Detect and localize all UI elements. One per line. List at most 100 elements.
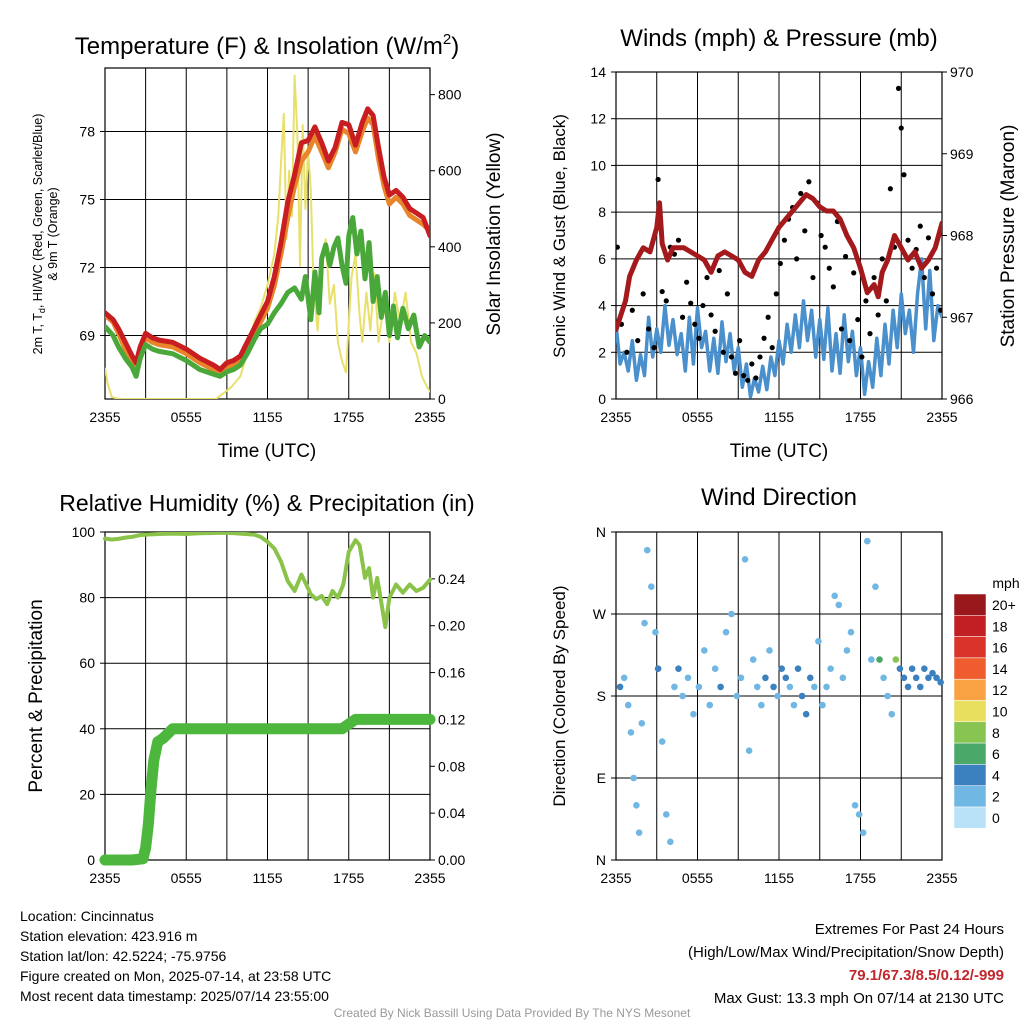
y-tick-label: 72 [79, 260, 95, 276]
x-tick-label: 2355 [89, 870, 120, 886]
y2-tick-label: 967 [950, 309, 974, 325]
y-tick-label: E [597, 770, 606, 786]
x-tick-label: 2355 [414, 870, 445, 886]
gust-point [651, 345, 657, 351]
colorbar-swatch [953, 636, 987, 659]
direction-point [925, 674, 932, 682]
direction-point [929, 669, 936, 677]
direction-point [778, 665, 786, 672]
y2-tick-label: 0.12 [438, 711, 465, 727]
direction-point [839, 674, 847, 682]
direction-point [827, 665, 834, 672]
direction-point [675, 665, 682, 672]
direction-point [819, 701, 826, 709]
x-tick-label: 2355 [89, 409, 120, 425]
y2-tick-label: 0.24 [438, 571, 465, 587]
colorbar-swatch [953, 742, 987, 765]
series-group [99, 532, 436, 866]
colorbar-label: 10 [992, 704, 1008, 720]
y-tick-label: 12 [590, 111, 606, 127]
gust-point [655, 176, 661, 183]
direction-point [835, 601, 843, 609]
colorbar-label: 12 [992, 682, 1008, 698]
title-part: Temperature (F) & Insolation (W/m [75, 33, 443, 60]
direction-point [635, 829, 643, 836]
colorbar-swatch [953, 806, 987, 829]
y2-tick-label: 970 [950, 64, 974, 80]
gust-point [629, 307, 635, 313]
gust-point [749, 361, 755, 367]
direction-point [745, 747, 753, 754]
direction-point [786, 683, 794, 691]
colorbar-label: 2 [992, 789, 1000, 805]
credit-text: Created By Nick Bassill Using Data Provi… [333, 1006, 691, 1020]
direction-point [700, 647, 708, 654]
direction-point [758, 701, 765, 709]
y-tick-label: 60 [79, 655, 95, 671]
chart-title: Temperature (F) & Insolation (W/m2) [75, 31, 459, 60]
precip-line [99, 713, 436, 866]
gust-point [901, 172, 907, 178]
gust-point [810, 274, 816, 281]
direction-point [859, 829, 867, 836]
extremes-values: 79.1/67.3/8.5/0.12/-999 [848, 967, 1004, 984]
gust-point [883, 298, 889, 304]
direction-point [863, 537, 871, 545]
gust-point [737, 338, 743, 344]
y-tick-label: 4 [598, 298, 606, 314]
y-tick-label: 75 [79, 191, 95, 207]
series-group [105, 74, 430, 399]
gust-point [909, 265, 915, 271]
gust-point [818, 232, 824, 239]
direction-point [831, 592, 838, 600]
title-part: ) [451, 33, 459, 60]
y-tick-label: N [596, 852, 606, 868]
direction-point [774, 692, 781, 700]
direction-point [690, 710, 697, 718]
gust-point [806, 179, 812, 185]
x-tick-label: 2355 [926, 409, 957, 425]
colorbar-label: 0 [992, 810, 1000, 826]
direction-point [815, 638, 822, 645]
gust-point [847, 338, 853, 344]
gust-point [798, 190, 804, 197]
y-tick-label: 6 [598, 251, 606, 267]
direction-point [624, 701, 632, 709]
direction-point [620, 674, 628, 682]
direction-point [711, 665, 719, 672]
x-tick-label: 1155 [252, 870, 282, 886]
direction-point [733, 692, 741, 700]
direction-point [782, 674, 790, 682]
gust-point [724, 291, 730, 297]
direction-point [648, 583, 655, 590]
panel-1: 2355 0555 1155 1755 2355 69 72 75 78 0 200 400 600 80… [31, 31, 505, 462]
direction-point [766, 647, 773, 654]
gust-point [777, 260, 783, 267]
y-tick-label: 80 [79, 590, 95, 606]
gust-point [716, 267, 722, 274]
humidity-line [103, 532, 432, 630]
y-axis-label: Percent & Precipitation [26, 599, 47, 792]
colorbar-swatch [953, 785, 987, 808]
title-part: 2 [443, 31, 451, 48]
temp-series-2 [105, 106, 430, 372]
direction-point [811, 683, 818, 691]
y-axis-label: 2m T, Td, HI/WC (Red, Green, Scarlet/Blu… [31, 114, 60, 355]
gust-point [679, 314, 686, 320]
direction-point [638, 720, 646, 727]
x-tick-label: 2355 [600, 409, 631, 425]
gust-point [875, 312, 881, 318]
direction-point [749, 656, 757, 663]
gust-point [692, 321, 698, 327]
colorbar-swatch [953, 678, 987, 701]
y-tick-label: 0 [598, 391, 606, 407]
direction-point [933, 674, 940, 682]
y-tick-label: 40 [79, 721, 95, 737]
direction-point [753, 683, 761, 691]
gust-point [842, 253, 849, 260]
gust-point [741, 373, 747, 379]
gust-point [781, 237, 788, 243]
colorbar-label: 18 [992, 618, 1008, 634]
direction-point [798, 692, 806, 700]
colorbar-swatch [953, 764, 987, 786]
